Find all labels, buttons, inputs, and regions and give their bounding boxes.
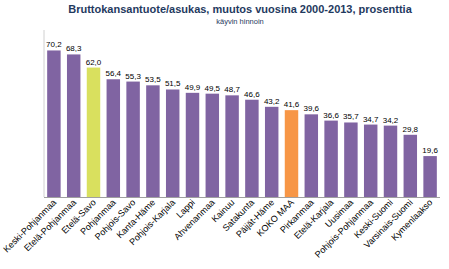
subtitle: käyvin hinnoin [216, 17, 264, 26]
bar [324, 121, 337, 197]
data-label: 56,4 [106, 69, 122, 78]
bar [186, 93, 199, 197]
data-label: 35,7 [343, 112, 359, 121]
data-label: 49,5 [205, 84, 221, 93]
bar [126, 82, 139, 197]
data-label: 48,7 [224, 85, 240, 94]
bar [423, 156, 436, 197]
data-label: 55,3 [125, 72, 141, 81]
bar [146, 85, 159, 197]
background [0, 0, 449, 269]
x-axis-line [44, 197, 440, 198]
bar [384, 126, 397, 197]
bar [364, 125, 377, 197]
data-label: 68,3 [66, 44, 82, 53]
data-label: 43,2 [264, 97, 280, 106]
data-label: 34,2 [383, 116, 399, 125]
bar [47, 50, 60, 197]
bar [166, 89, 179, 197]
bar [206, 94, 219, 197]
data-label: 46,6 [244, 90, 260, 99]
bar [67, 54, 80, 197]
bar [285, 110, 298, 197]
data-label: 70,2 [46, 40, 62, 49]
data-label: 36,6 [323, 111, 339, 120]
bar [245, 100, 258, 197]
x-tick-label: Ahvenanmaa [172, 197, 217, 242]
data-label: 34,7 [363, 115, 379, 124]
data-label: 19,6 [422, 146, 438, 155]
y-axis-line [44, 30, 45, 197]
chart: Bruttokansantuote/asukas, muutos vuosina… [0, 0, 449, 269]
data-label: 51,5 [165, 79, 181, 88]
bar [305, 114, 318, 197]
data-label: 49,9 [185, 83, 201, 92]
bar [107, 79, 120, 197]
data-label: 39,6 [304, 104, 320, 113]
x-tick-label: Kymenlaakso [389, 197, 434, 242]
bar [265, 107, 278, 197]
data-label: 53,5 [145, 75, 161, 84]
data-label: 41,6 [284, 100, 300, 109]
bars [47, 50, 437, 197]
data-label: 29,8 [403, 125, 419, 134]
bar [87, 68, 100, 197]
bar [225, 95, 238, 197]
bar [344, 122, 357, 197]
title: Bruttokansantuote/asukas, muutos vuosina… [68, 3, 412, 15]
data-label: 62,0 [86, 58, 102, 67]
bar [404, 135, 417, 197]
x-tick-label: Pohjois-Karjala [127, 197, 177, 247]
